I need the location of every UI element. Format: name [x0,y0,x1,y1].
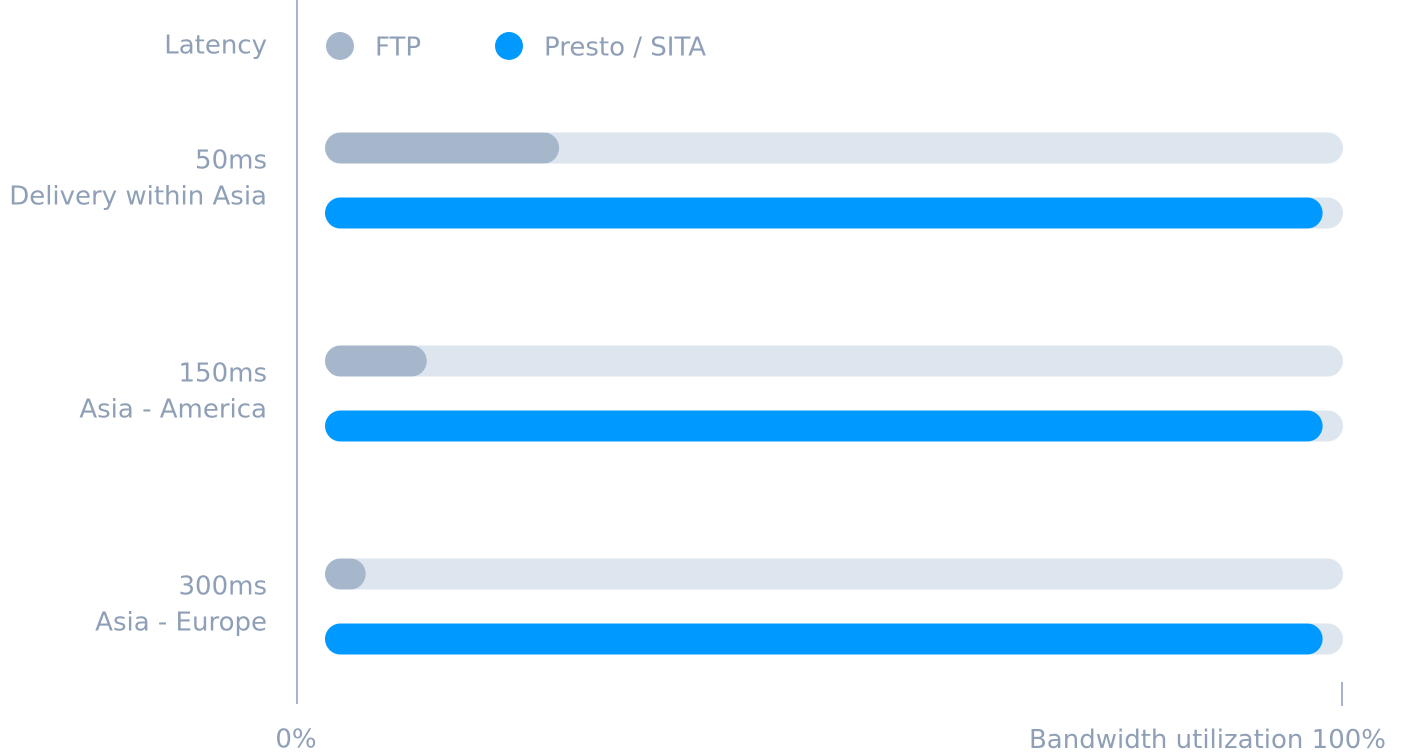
category-description: Asia - Europe [95,608,267,638]
y-axis-label: Latency [164,31,267,61]
bar [325,410,1323,442]
category-label: 50ms [195,146,267,176]
legend-swatch [495,32,523,60]
bar-track [325,132,1343,164]
legend-label: FTP [375,33,421,63]
x-tick-label: 100% [1312,725,1386,754]
bar [325,623,1323,655]
bar [325,558,366,590]
bar-track [325,558,1343,590]
category-description: Asia - America [79,395,267,425]
x-axis-label: Bandwidth utilization [1029,725,1303,754]
bar-track [325,345,1343,377]
category-label: 300ms [179,572,268,602]
bar [325,345,427,377]
category-label: 150ms [179,359,268,389]
bar [325,197,1323,229]
legend-label: Presto / SITA [544,33,706,63]
x-tick-label: 0% [275,725,316,754]
bar [325,132,560,164]
legend-swatch [326,32,354,60]
x-tick-label: Bandwidth utilization 100% [1029,725,1386,754]
category-description: Delivery within Asia [9,182,267,212]
